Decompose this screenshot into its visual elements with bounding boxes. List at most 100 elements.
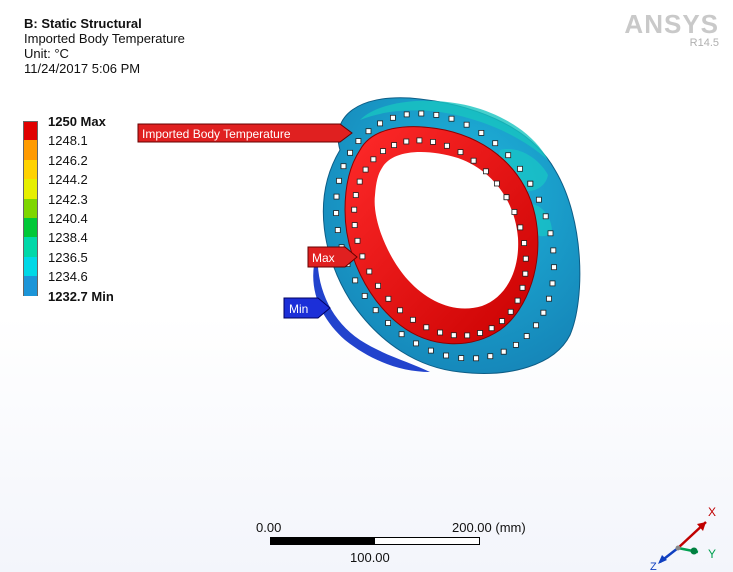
mesh-node: [356, 178, 363, 185]
mesh-node: [347, 149, 354, 156]
legend-label[interactable]: 1244.2: [48, 172, 88, 188]
legend-label[interactable]: 1246.2: [48, 152, 88, 168]
mesh-node: [549, 280, 556, 287]
mesh-node: [503, 194, 510, 201]
mesh-node: [377, 120, 384, 127]
mesh-node: [433, 112, 440, 118]
max-probe-label[interactable]: Max: [307, 246, 358, 268]
mesh-node: [391, 142, 398, 149]
mesh-node: [523, 333, 530, 340]
mesh-node: [366, 268, 373, 275]
mesh-node: [487, 353, 494, 360]
mesh-node: [385, 320, 392, 326]
mesh-node: [385, 295, 392, 302]
mesh-node: [372, 307, 379, 314]
mesh-node: [336, 177, 342, 184]
legend-label[interactable]: 1236.5: [48, 249, 88, 265]
mesh-node: [397, 307, 404, 314]
mesh-node: [427, 347, 434, 354]
result-header: B: Static Structural Imported Body Tempe…: [24, 16, 185, 76]
mesh-node: [365, 128, 372, 135]
mesh-node: [522, 270, 529, 277]
mesh-node: [430, 138, 436, 145]
mesh-node: [527, 180, 534, 187]
mesh-node: [351, 206, 358, 213]
legend-label[interactable]: 1242.3: [48, 191, 88, 207]
mesh-node: [542, 213, 549, 220]
axis-triad[interactable]: X Y Z: [640, 500, 725, 570]
legend-label[interactable]: 1250 Max: [48, 114, 106, 129]
legend-label[interactable]: 1238.4: [48, 230, 88, 246]
timestamp: 11/24/2017 5:06 PM: [24, 61, 141, 76]
mesh-node: [355, 138, 362, 145]
mesh-node: [505, 152, 512, 159]
legend-label[interactable]: 1240.4: [48, 210, 88, 226]
mesh-node: [333, 210, 340, 217]
legend-swatch: [23, 198, 38, 218]
mesh-node: [359, 253, 366, 260]
mesh-node: [403, 111, 410, 118]
mesh-node: [340, 163, 347, 170]
inner-hole: [374, 152, 519, 309]
scale-middle-label: 100.00: [350, 550, 390, 565]
mesh-node: [482, 168, 489, 175]
mesh-node: [478, 129, 485, 136]
ansys-logo: ANSYS R14.5: [624, 10, 719, 49]
mesh-node: [352, 192, 359, 199]
mesh-node: [500, 348, 507, 355]
mesh-node: [514, 297, 521, 304]
mesh-node: [389, 114, 396, 121]
mesh-node: [517, 165, 523, 172]
mesh-nodes: [333, 110, 557, 362]
legend-swatch: [23, 217, 38, 238]
legend-label[interactable]: 1248.1: [48, 133, 88, 149]
mesh-node: [443, 142, 450, 149]
scale-left-label: 0.00: [256, 520, 282, 535]
mesh-node: [521, 240, 527, 247]
mesh-node: [354, 237, 361, 244]
mesh-node: [418, 110, 425, 117]
mesh-node: [361, 292, 368, 299]
mesh-node: [464, 332, 471, 339]
scale-bar: [270, 537, 480, 545]
min-probe-label[interactable]: Min: [283, 297, 331, 319]
brand-version: R14.5: [689, 37, 719, 49]
legend-swatch: [23, 276, 38, 296]
mesh-node: [473, 355, 480, 362]
legend-label[interactable]: 1232.7 Min: [48, 288, 114, 304]
mesh-node: [457, 149, 464, 156]
mesh-node: [507, 308, 514, 315]
mesh-node: [513, 341, 519, 348]
mesh-node: [375, 282, 382, 289]
analysis-title: B: Static Structural: [24, 16, 142, 31]
scale-right-label: 200.00 (mm): [452, 520, 526, 535]
legend-label[interactable]: 1234.6: [48, 269, 88, 285]
unit-label: Unit: °C: [24, 46, 69, 61]
mesh-node: [493, 180, 500, 187]
mesh-node: [488, 325, 495, 332]
mesh-node: [477, 330, 483, 336]
mesh-node: [499, 318, 505, 325]
object-probe-text: Imported Body Temperature: [142, 127, 291, 141]
mesh-node: [416, 137, 423, 144]
legend-swatch: [23, 140, 38, 160]
mesh-node: [546, 295, 552, 302]
mesh-node: [551, 264, 557, 271]
legend-swatch: [23, 256, 38, 277]
mesh-node: [333, 193, 340, 200]
triad-origin: [675, 545, 681, 551]
mesh-node: [370, 156, 377, 163]
legend-swatch: [23, 121, 38, 141]
mesh-node: [362, 166, 369, 173]
mesh-node: [351, 222, 358, 229]
x-axis-label: X: [708, 505, 716, 519]
y-arrowhead-icon: [690, 547, 698, 555]
mesh-node: [458, 355, 465, 362]
mesh-node: [511, 209, 518, 215]
mesh-node: [519, 284, 526, 291]
result-name: Imported Body Temperature: [24, 31, 185, 46]
mesh-node: [536, 196, 542, 203]
object-probe-label[interactable]: Imported Body Temperature: [137, 123, 353, 143]
